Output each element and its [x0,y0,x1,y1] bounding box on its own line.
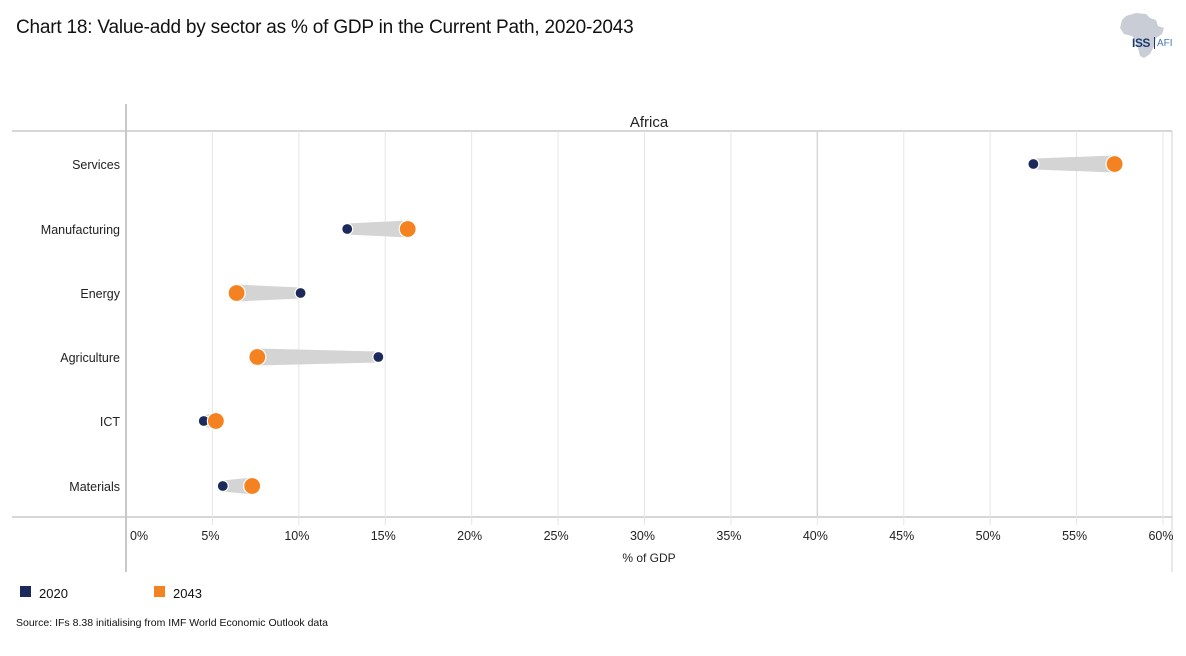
point-2020-manufacturing [341,222,354,236]
point-2020-materials [216,479,229,493]
legend-label-2020: 2020 [39,586,68,601]
x-tick-label-50: 50% [976,529,1001,543]
africa-map-icon [1120,13,1164,58]
y-category-label: Services [72,158,120,172]
dumbbell-marks [197,154,1124,496]
y-category-label: Materials [69,480,120,494]
y-category-label: ICT [100,415,121,429]
point-2043-manufacturing [398,219,417,239]
y-category-label: Manufacturing [41,223,120,237]
x-axis-label: % of GDP [622,551,675,565]
logo-divider [1154,37,1155,49]
x-axis-tick-labels: 0% 5% 10% 15% 20% 25% 30% 35% 40% 45% 50% 55% 60% [130,529,1174,543]
point-2020-services [1027,157,1040,171]
legend-item-2020: 2020 [20,586,68,601]
connector-energy [236,284,301,302]
point-2043-services [1105,154,1124,174]
x-tick-label-35: 35% [716,529,741,543]
point-2043-agriculture [248,347,267,367]
x-tick-label-45: 45% [889,529,914,543]
y-category-label: Agriculture [60,351,120,365]
connector-manufacturing [347,220,408,238]
gridlines [211,131,1164,525]
panel-label: Africa [630,114,669,131]
point-2043-ict [206,411,225,431]
source-note: Source: IFs 8.38 initialising from IMF W… [16,617,329,629]
x-tick-label-5: 5% [201,529,219,543]
x-tick-label-55: 55% [1062,529,1087,543]
chart-frame [12,104,1173,572]
x-tick-label-40: 40% [803,529,828,543]
y-axis-labels: Services Manufacturing Energy Agriculture IC… [41,158,121,494]
legend-swatch-2020 [20,586,31,597]
x-tick-label-15: 15% [371,529,396,543]
logo-text-afi: AFI [1157,38,1173,49]
iss-afi-logo: ISS AFI [1112,10,1176,60]
chart-title: Chart 18: Value-add by sector as % of GD… [16,17,634,38]
point-2020-energy [294,286,307,300]
connector-agriculture [257,348,379,366]
point-2043-energy [227,283,246,303]
point-2043-materials [243,476,262,496]
x-tick-label-60: 60% [1148,529,1173,543]
legend-item-2043: 2043 [154,586,202,601]
x-tick-label-25: 25% [544,529,569,543]
legend-swatch-2043 [154,586,165,597]
x-tick-label-10: 10% [284,529,309,543]
point-2020-agriculture [372,350,385,364]
connector-services [1033,155,1115,173]
legend-label-2043: 2043 [173,586,202,601]
y-category-label: Energy [80,287,120,301]
x-tick-label-30: 30% [630,529,655,543]
logo-text-iss: ISS [1132,36,1150,50]
x-tick-label-0: 0% [130,529,148,543]
x-tick-label-20: 20% [457,529,482,543]
